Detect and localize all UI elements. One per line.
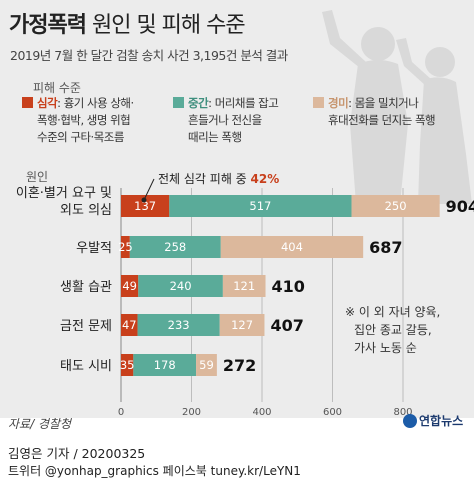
bar-total-label: 904건 — [446, 197, 474, 216]
yonhap-logo-icon — [403, 414, 417, 428]
bar-value-label: 233 — [168, 318, 190, 332]
x-tick-label: 800 — [393, 407, 412, 418]
medium-name: 중간 — [188, 96, 209, 110]
bar-value-label: 35 — [120, 358, 135, 372]
bar-segment — [121, 275, 139, 297]
x-tick-label: 400 — [252, 407, 271, 418]
bar-segment — [121, 236, 130, 258]
cause-header: 원인 — [26, 170, 48, 184]
x-tick-label: 0 — [118, 407, 124, 418]
x-tick-label: 200 — [182, 407, 201, 418]
severity-header: 피해 수준 — [33, 81, 81, 95]
logo-text: 연합뉴스 — [419, 414, 464, 428]
bar-value-label: 240 — [170, 279, 192, 293]
x-tick-label: 600 — [323, 407, 342, 418]
bar-value-label: 25 — [118, 240, 133, 254]
bar-total-label: 272 — [223, 356, 256, 375]
x-tick-labels: 0 200 400 600 800 — [118, 407, 413, 418]
social-label: 트위터 @yonhap_graphics 페이스북 tuney.kr/LeYN1 — [8, 464, 301, 478]
subtitle: 2019년 7월 한 달간 검찰 송치 사건 3,195건 분석 결과 — [10, 48, 288, 63]
medium-line-1: 흔들거나 전신을 — [188, 113, 262, 127]
bar-value-label: 404 — [281, 240, 303, 254]
bar-segment — [138, 275, 223, 297]
severe-name: 심각 — [37, 96, 58, 110]
note-line-2: 집안 종교 갈등, — [354, 323, 432, 337]
medium-desc: : 머리채를 잡고 — [208, 96, 279, 110]
bar-total-label: 407 — [270, 316, 303, 335]
annotation-leader — [143, 178, 155, 201]
bar-segment — [220, 236, 364, 258]
severe-line-2: 수준의 구타·목조름 — [37, 130, 124, 144]
bar-value-label: 59 — [199, 358, 214, 372]
stacked-bar-chart: 137 517 250 904건 25 258 404 687 49 240 121 410 47 233… — [16, 170, 474, 418]
note-line-3: 가사 노동 순 — [354, 341, 417, 355]
bar-value-label: 137 — [134, 199, 156, 213]
severe-line-1: 폭행·협박, 생명 위협 — [37, 113, 131, 127]
bar-segment — [219, 314, 265, 336]
category-label: 금전 문제 — [60, 319, 112, 334]
title-sub: 원인 및 피해 수준 — [91, 13, 246, 38]
bars — [121, 195, 440, 376]
bar-value-label: 49 — [122, 279, 137, 293]
annotation-text: 전체 심각 피해 중 — [158, 172, 251, 186]
yonhap-logo: 연합뉴스 — [403, 412, 463, 429]
couple-silhouette-icon — [322, 10, 472, 204]
bar-total-label: 687 — [369, 238, 402, 257]
bar-segment — [129, 236, 221, 258]
annotation-highlight: 42% — [251, 172, 280, 186]
severe-desc: : 흉기 사용 상해· — [57, 96, 134, 110]
bar-total-label: 410 — [272, 277, 305, 296]
bar-segment — [121, 354, 134, 376]
bar-segment — [133, 354, 197, 376]
bar-value-label: 250 — [385, 199, 407, 213]
severity-minor: 경미: 몸을 밀치거나 휴대전화를 던지는 폭행 — [313, 95, 436, 129]
minor-line-1: 휴대전화를 던지는 폭행 — [328, 113, 436, 127]
medium-swatch — [173, 97, 184, 108]
bar-segment — [137, 314, 220, 336]
bar-value-label: 178 — [154, 358, 176, 372]
bar-segment — [196, 354, 217, 376]
bar-value-label: 258 — [164, 240, 186, 254]
minor-swatch — [313, 97, 324, 108]
category-label: 우발적 — [76, 241, 112, 256]
annotation-dot — [141, 197, 147, 203]
severity-medium: 중간: 머리채를 잡고 흔들거나 전신을 때리는 폭행 — [173, 95, 279, 146]
bar-value-label: 47 — [122, 318, 137, 332]
category-label: 이혼·별거 요구 및 외도 의심 — [16, 186, 112, 218]
medium-line-2: 때리는 폭행 — [188, 130, 242, 144]
credit-label: 김영은 기자 / 20200325 — [8, 446, 146, 461]
value-labels: 137 517 250 904건 25 258 404 687 49 240 121 410 47 233… — [118, 197, 474, 375]
bar-segment — [121, 314, 138, 336]
minor-desc: : 몸을 밀치거나 — [348, 96, 419, 110]
category-label: 태도 시비 — [60, 359, 112, 374]
bar-segment — [222, 275, 266, 297]
bar-value-label: 517 — [249, 199, 271, 213]
bar-segment — [121, 195, 170, 217]
annotation-label: 전체 심각 피해 중 42% — [158, 172, 279, 186]
severity-severe: 심각: 흉기 사용 상해· 폭행·협박, 생명 위협 수준의 구타·목조름 — [22, 95, 134, 146]
bar-segment — [351, 195, 440, 217]
minor-name: 경미 — [328, 96, 349, 110]
severe-swatch — [22, 97, 33, 108]
bar-segment — [169, 195, 352, 217]
source-label: 자료/ 경찰청 — [8, 417, 72, 431]
page-title: 가정폭력 원인 및 피해 수준 — [9, 7, 246, 39]
note-line-1: ※ 이 외 자녀 양육, — [345, 305, 440, 319]
category-label: 생활 습관 — [60, 280, 112, 295]
bar-value-label: 127 — [231, 318, 253, 332]
title-main: 가정폭력 — [9, 13, 87, 38]
bar-value-label: 121 — [233, 279, 255, 293]
